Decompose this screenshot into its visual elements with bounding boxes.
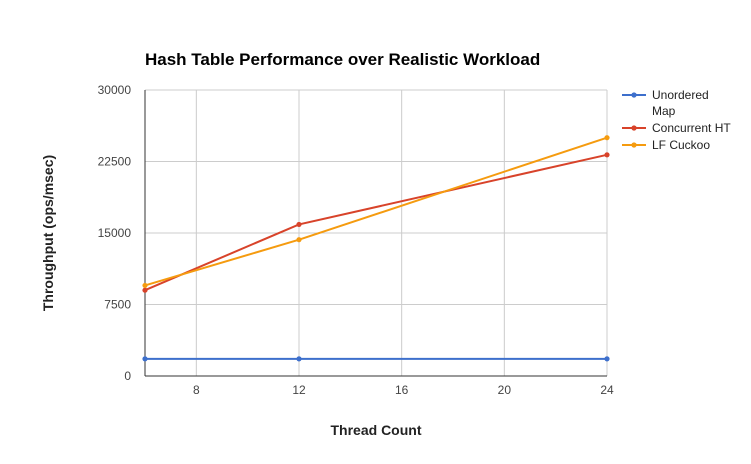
- x-tick-label: 20: [498, 383, 512, 397]
- series-line-1: [144, 153, 608, 292]
- data-point: [142, 287, 148, 293]
- data-point: [296, 221, 302, 228]
- legend-label-line: Unordered: [652, 88, 709, 102]
- x-tick-label: 8: [193, 383, 200, 397]
- x-axis-title: Thread Count: [331, 422, 422, 438]
- legend-item-0: Unordered Map: [622, 88, 709, 118]
- series-line-2: [144, 136, 608, 287]
- tick-labels: 0 7500 15000 22500 30000 8 12 16 20 24: [98, 83, 614, 397]
- data-point: [604, 152, 610, 158]
- data-point: [142, 282, 148, 289]
- legend-label: Unordered Map: [652, 88, 709, 118]
- legend-label: LF Cuckoo: [652, 138, 710, 152]
- data-point: [604, 135, 610, 141]
- x-tick-label: 24: [600, 383, 614, 397]
- y-axis-title: Throughput (ops/msec): [40, 155, 56, 311]
- y-tick-label: 30000: [98, 83, 132, 97]
- data-point: [142, 356, 148, 362]
- x-tick-label: 16: [395, 383, 409, 397]
- legend-label-line: Map: [652, 104, 676, 118]
- y-tick-label: 0: [124, 369, 131, 383]
- data-point: [296, 237, 302, 243]
- legend-label-line: LF Cuckoo: [652, 138, 710, 152]
- x-tick-label: 12: [292, 383, 306, 397]
- y-tick-label: 22500: [98, 155, 132, 169]
- data-point: [604, 356, 610, 362]
- y-tick-label: 15000: [98, 226, 132, 240]
- axes: [144, 90, 607, 377]
- legend-swatch-point: [631, 125, 637, 131]
- legend-label-line: Concurrent HT: [652, 121, 731, 135]
- chart-title: Hash Table Performance over Realistic Wo…: [145, 50, 540, 69]
- series: [142, 135, 610, 362]
- legend-swatch-point: [631, 92, 637, 98]
- legend-item-2: LF Cuckoo: [622, 138, 710, 152]
- legend-swatch-point: [631, 142, 637, 148]
- y-tick-label: 7500: [104, 298, 131, 312]
- grid: [145, 89, 608, 376]
- legend: Unordered Map Concurrent HT LF Cuckoo: [622, 88, 731, 152]
- legend-label: Concurrent HT: [652, 121, 731, 135]
- legend-item-1: Concurrent HT: [622, 121, 731, 135]
- data-point: [296, 356, 302, 362]
